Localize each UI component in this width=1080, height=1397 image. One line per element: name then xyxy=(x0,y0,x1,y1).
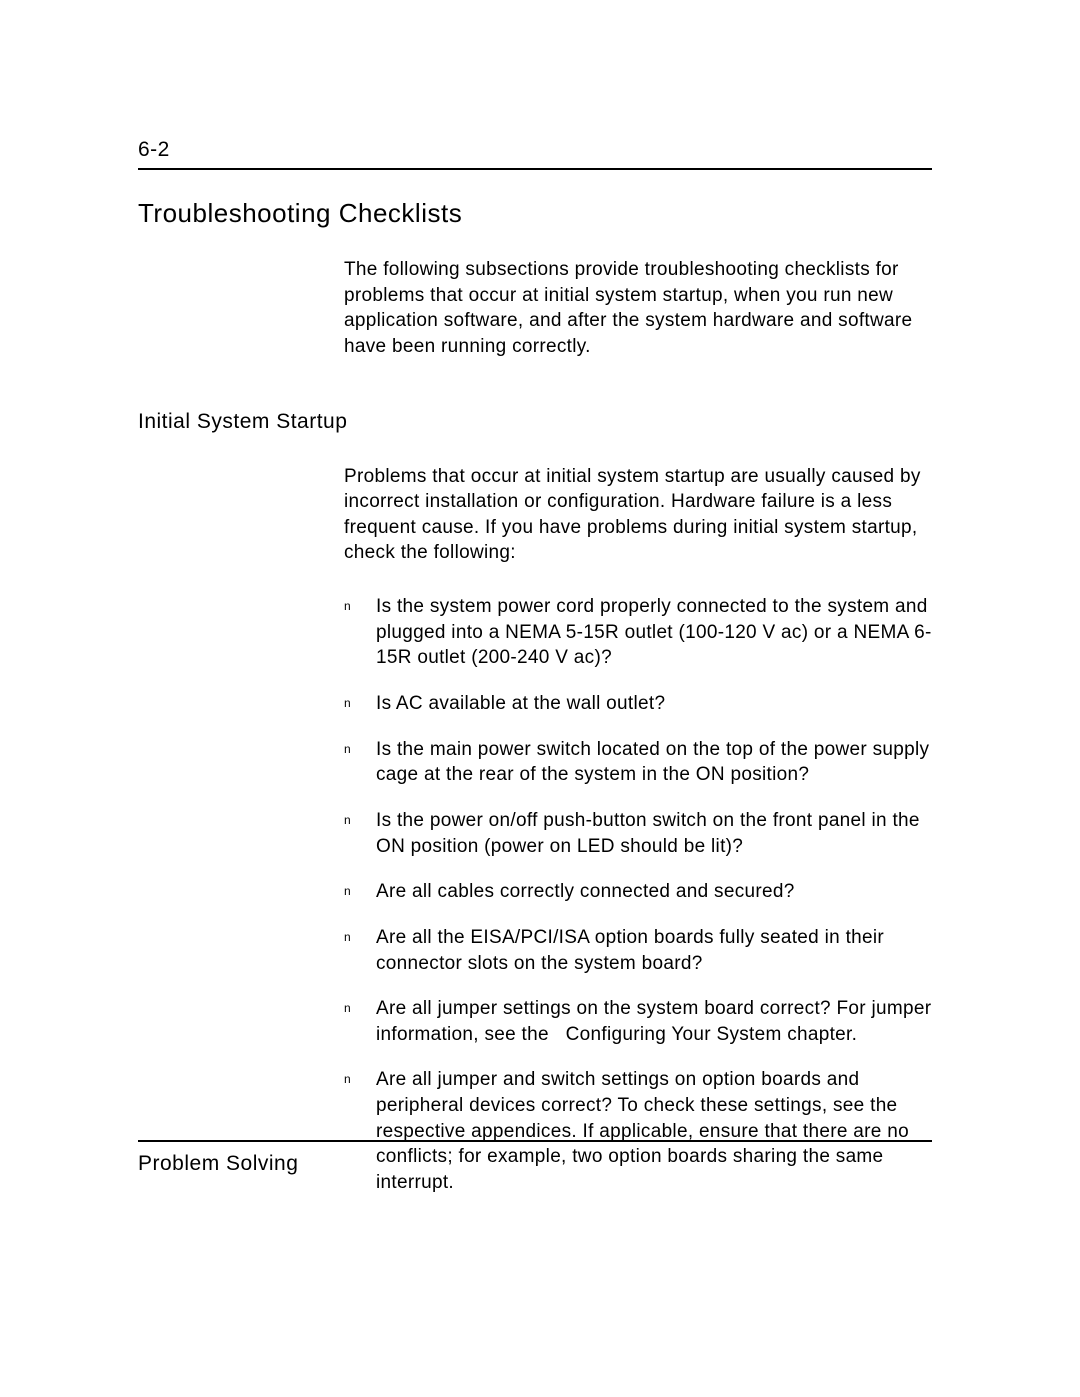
checklist-text: Is the system power cord properly connec… xyxy=(376,594,932,671)
page-content: 6-2 Troubleshooting Checklists The follo… xyxy=(138,138,932,1267)
section-intro: The following subsections provide troubl… xyxy=(344,257,932,360)
checklist-text: Is the power on/off push-button switch o… xyxy=(376,808,932,859)
checklist-text: Are all jumper settings on the system bo… xyxy=(376,996,932,1047)
checklist: n Is the system power cord properly conn… xyxy=(344,594,932,1196)
bullet-marker: n xyxy=(344,737,376,756)
checklist-text: Are all cables correctly connected and s… xyxy=(376,879,932,905)
checklist-item: n Are all cables correctly connected and… xyxy=(344,879,932,905)
page-footer: Problem Solving xyxy=(138,1110,932,1176)
checklist-item: n Are all the EISA/PCI/ISA option boards… xyxy=(344,925,932,976)
checklist-item: n Is the system power cord properly conn… xyxy=(344,594,932,671)
bullet-marker: n xyxy=(344,879,376,898)
checklist-text: Are all the EISA/PCI/ISA option boards f… xyxy=(376,925,932,976)
checklist-text: Is AC available at the wall outlet? xyxy=(376,691,932,717)
checklist-item: n Is the power on/off push-button switch… xyxy=(344,808,932,859)
subsection-intro: Problems that occur at initial system st… xyxy=(344,464,932,567)
checklist-text: Is the main power switch located on the … xyxy=(376,737,932,788)
section-heading: Troubleshooting Checklists xyxy=(138,198,932,229)
bullet-marker: n xyxy=(344,594,376,613)
checklist-item: n Is AC available at the wall outlet? xyxy=(344,691,932,717)
bullet-marker: n xyxy=(344,996,376,1015)
bullet-marker: n xyxy=(344,808,376,827)
footer-text: Problem Solving xyxy=(138,1152,932,1176)
subsection-block: Problems that occur at initial system st… xyxy=(344,464,932,1196)
intro-block: The following subsections provide troubl… xyxy=(344,257,932,360)
page-number: 6-2 xyxy=(138,138,932,162)
checklist-item: n Is the main power switch located on th… xyxy=(344,737,932,788)
checklist-item: n Are all jumper settings on the system … xyxy=(344,996,932,1047)
bullet-marker: n xyxy=(344,1067,376,1086)
subsection-heading: Initial System Startup xyxy=(138,410,932,434)
header-rule xyxy=(138,168,932,170)
footer-rule xyxy=(138,1140,932,1142)
bullet-marker: n xyxy=(344,925,376,944)
bullet-marker: n xyxy=(344,691,376,710)
